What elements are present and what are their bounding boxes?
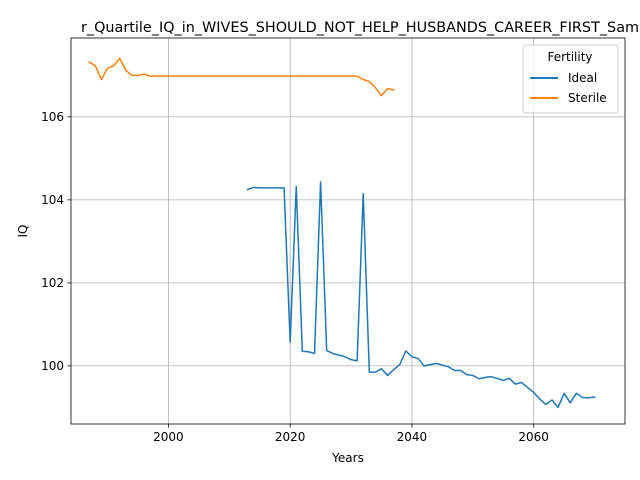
- y-tick-label: 104: [41, 193, 64, 207]
- series-line-ideal: [246, 181, 596, 409]
- series-line-sterile: [88, 57, 395, 97]
- y-axis-label: IQ: [16, 225, 30, 238]
- y-tick-label: 102: [41, 276, 64, 290]
- y-axis-ticks: 100 102 104 106: [41, 110, 71, 373]
- legend-box: [522, 44, 619, 114]
- legend-title: Fertility: [547, 50, 592, 64]
- y-tick-label: 106: [41, 110, 64, 124]
- x-tick-label: 2040: [397, 430, 428, 444]
- y-tick-label: 100: [41, 359, 64, 373]
- plot-frame: [70, 37, 626, 425]
- x-tick-label: 2060: [518, 430, 549, 444]
- x-axis-ticks: 2000 2020 2040 2060: [153, 424, 549, 444]
- series-lines: [88, 57, 596, 409]
- legend: Fertility Ideal Sterile: [522, 44, 619, 114]
- x-tick-label: 2000: [153, 430, 184, 444]
- legend-label-sterile: Sterile: [568, 91, 607, 105]
- legend-label-ideal: Ideal: [568, 71, 597, 85]
- x-axis-label: Years: [331, 451, 364, 465]
- chart-title: r_Quartile_IQ_in_WIVES_SHOULD_NOT_HELP_H…: [81, 20, 639, 36]
- x-tick-label: 2020: [275, 430, 306, 444]
